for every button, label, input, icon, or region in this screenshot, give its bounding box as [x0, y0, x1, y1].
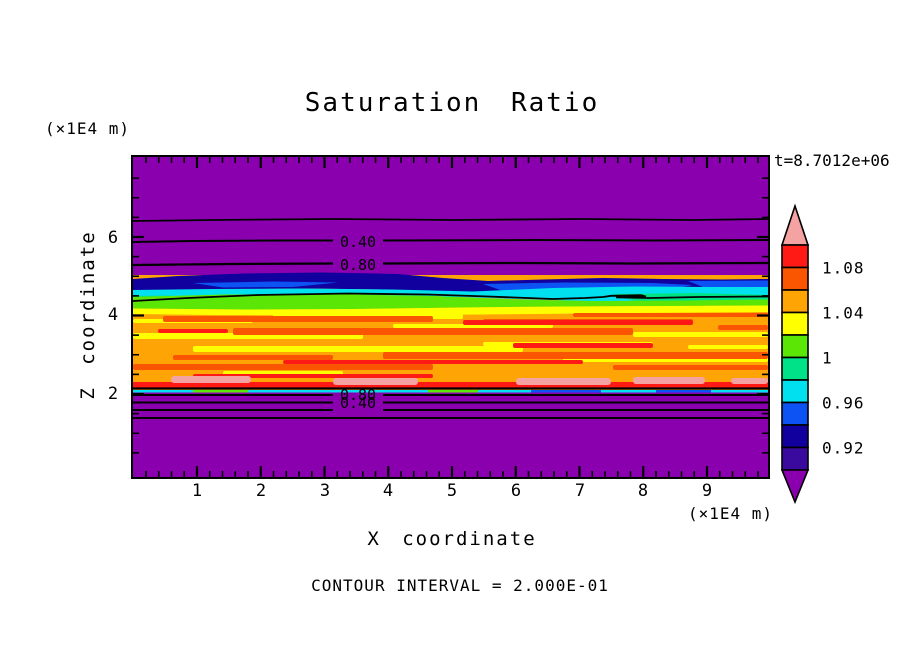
- colorbar-tick-1.08: 1.08: [822, 258, 865, 278]
- cyan-band: [133, 286, 768, 302]
- contour-label-040-lower: 0.40: [340, 394, 376, 412]
- timestamp-label: t=8.7012e+06: [774, 151, 890, 170]
- axis-ticks: [133, 157, 768, 477]
- colorbar-svg: [780, 203, 810, 505]
- z-tick-label-2: 2: [107, 384, 119, 404]
- colorbar-tick-1.00: 1: [822, 348, 833, 368]
- z-tick-label-6: 6: [107, 228, 119, 248]
- x-tick-label-9: 9: [701, 481, 713, 501]
- contour-label-080-upper: 0.80: [340, 256, 376, 274]
- x-tick-label-3: 3: [319, 481, 331, 501]
- contour-label-040-upper: 0.40: [340, 233, 376, 251]
- page-title: Saturation Ratio: [304, 88, 600, 118]
- contour-plot: 0.40 0.80 0.80 0.40: [132, 157, 769, 477]
- blue-patch: [193, 281, 338, 288]
- colorbar-tick-0.96: 0.96: [822, 393, 865, 413]
- x-tick-label-5: 5: [446, 481, 458, 501]
- contour-interval-note: CONTOUR INTERVAL = 2.000E-01: [311, 576, 609, 595]
- x-tick-label-4: 4: [382, 481, 394, 501]
- x-axis-unit-label: (×1E4 m): [688, 504, 774, 523]
- contour-label-group: 0.40 0.80 0.80 0.40: [340, 233, 376, 412]
- band-streaks: [133, 313, 768, 388]
- contour-lines: [132, 218, 769, 419]
- x-tick-label-7: 7: [574, 481, 586, 501]
- z-axis-unit-label: (×1E4 m): [45, 119, 131, 138]
- colorbar-under-range-arrow: [780, 469, 810, 505]
- contour-label-080-lower: 0.80: [340, 386, 376, 404]
- colorbar-blocks: [781, 244, 809, 471]
- z-axis-title: Z coordinate: [77, 230, 99, 400]
- x-tick-label-1: 1: [191, 481, 203, 501]
- green-band: [133, 294, 768, 310]
- x-tick-label-6: 6: [510, 481, 522, 501]
- saturation-band: [133, 272, 768, 393]
- pink-patches: [171, 376, 768, 385]
- contour-plot-frame: 0.40 0.80 0.80 0.40: [131, 155, 770, 479]
- x-axis-title: X coordinate: [367, 528, 537, 550]
- x-tick-label-8: 8: [637, 481, 649, 501]
- z-tick-label-4: 4: [107, 305, 119, 325]
- x-tick-label-2: 2: [255, 481, 267, 501]
- colorbar: [778, 203, 812, 509]
- colorbar-over-range-arrow: [780, 203, 810, 246]
- colorbar-tick-0.92: 0.92: [822, 438, 865, 458]
- colorbar-tick-1.04: 1.04: [822, 303, 865, 323]
- band-bottom-line: [133, 390, 768, 393]
